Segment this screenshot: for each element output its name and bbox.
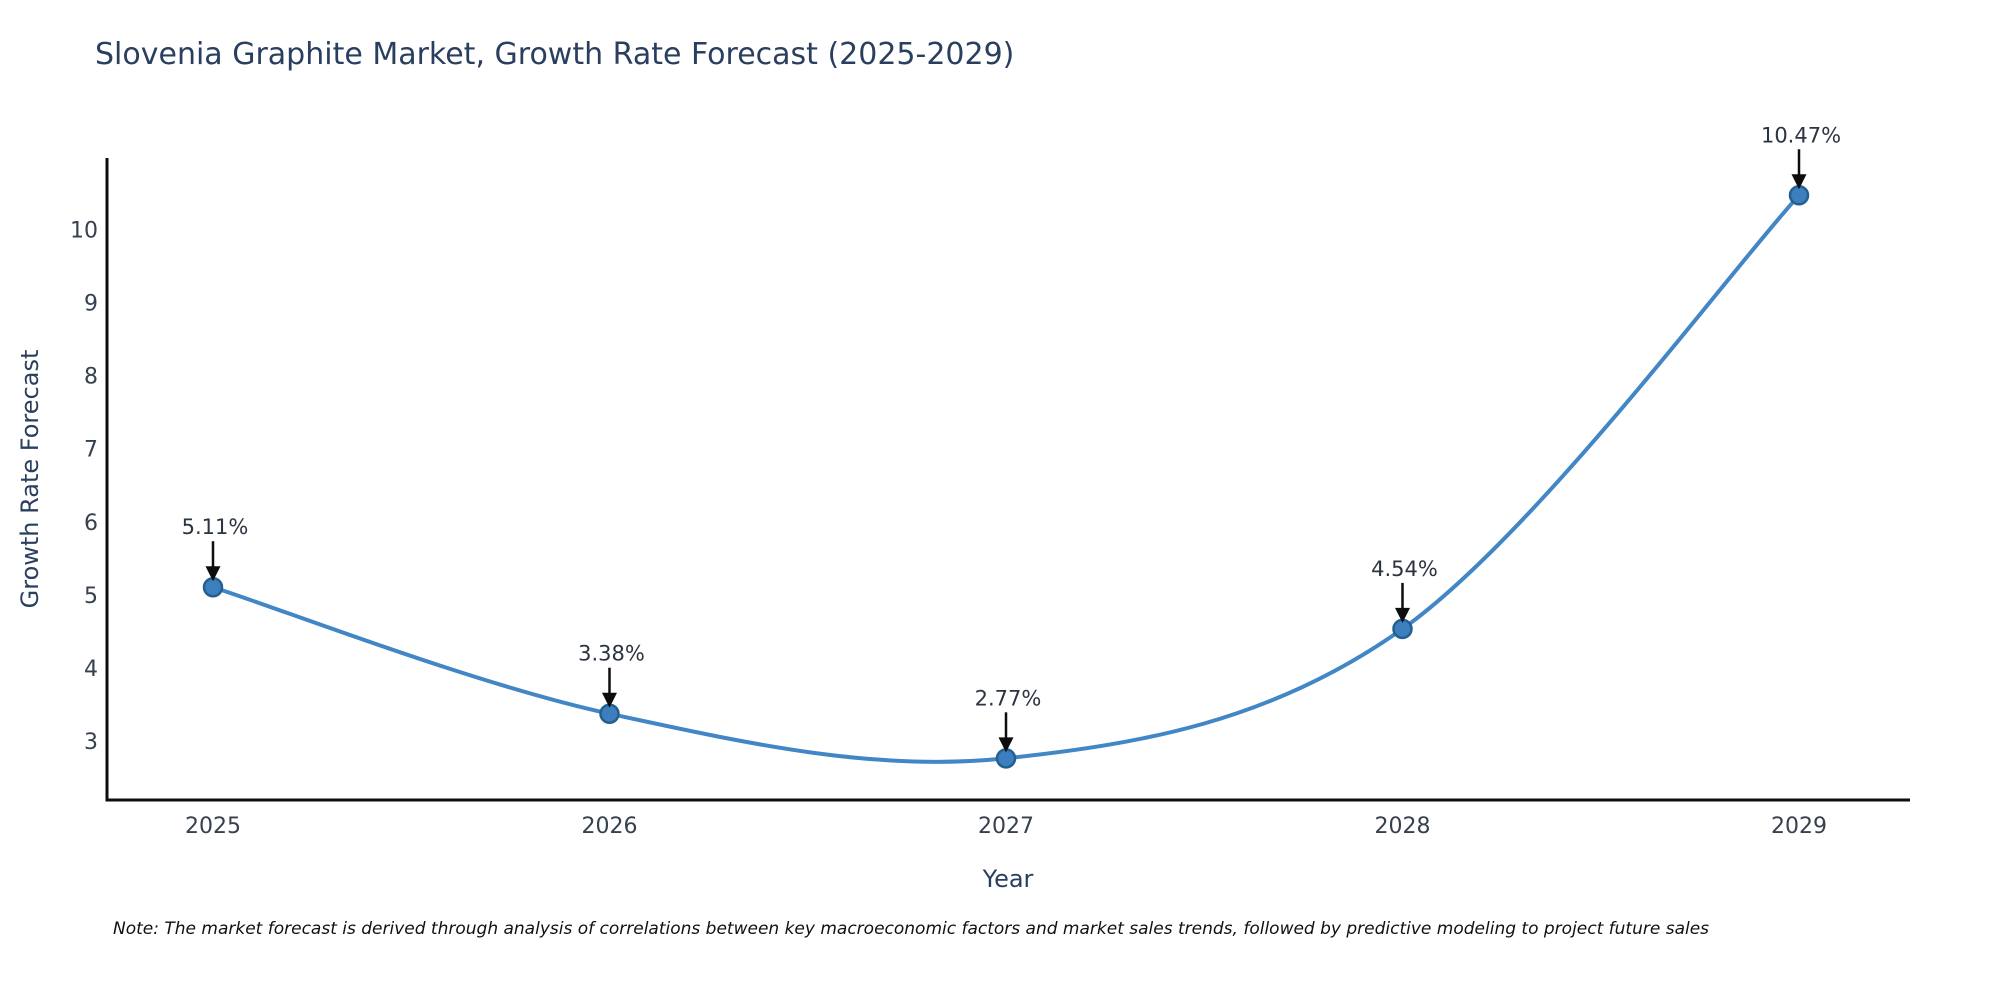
y-tick-label: 6 xyxy=(84,511,98,536)
y-tick-label: 7 xyxy=(84,438,98,463)
annotation-arrow-head xyxy=(1791,174,1807,190)
axes-spines xyxy=(105,158,1910,802)
y-axis-ticks: 3 4 5 6 7 8 9 10 xyxy=(70,218,98,755)
x-tick-label: 2029 xyxy=(1771,814,1827,839)
y-tick-label: 10 xyxy=(70,218,98,243)
annotation-arrow-head xyxy=(602,692,617,708)
y-tick-label: 8 xyxy=(84,365,98,390)
footnote: Note: The market forecast is derived thr… xyxy=(113,919,1709,939)
y-tick-label: 4 xyxy=(84,657,98,682)
y-axis-title: Growth Rate Forecast xyxy=(16,350,44,609)
y-tick-label: 5 xyxy=(84,584,98,609)
annotation-label: 3.38% xyxy=(578,642,645,666)
series-line xyxy=(211,193,1801,764)
annotation-arrow-head xyxy=(998,737,1014,753)
x-tick-label: 2027 xyxy=(978,814,1034,839)
annotation-arrow-head xyxy=(1395,607,1410,623)
annotation-label: 5.11% xyxy=(182,515,249,539)
x-tick-label: 2026 xyxy=(582,814,638,839)
y-tick-label: 3 xyxy=(84,730,98,755)
x-axis-title: Year xyxy=(982,865,1034,893)
annotation-label: 10.47% xyxy=(1761,123,1841,147)
point-annotations: 5.11% 3.38% 2.77% 4.54% 10.47% xyxy=(182,123,1841,753)
annotation-label: 2.77% xyxy=(975,686,1042,710)
y-tick-label: 9 xyxy=(84,291,98,316)
annotation-label: 4.54% xyxy=(1371,557,1438,581)
x-axis-ticks: 2025 2026 2027 2028 2029 xyxy=(185,814,1827,839)
annotation-arrow-head xyxy=(205,566,221,582)
chart-title: Slovenia Graphite Market, Growth Rate Fo… xyxy=(95,37,1014,72)
x-tick-label: 2025 xyxy=(185,814,241,839)
x-tick-label: 2028 xyxy=(1375,814,1431,839)
data-points xyxy=(202,185,1810,769)
